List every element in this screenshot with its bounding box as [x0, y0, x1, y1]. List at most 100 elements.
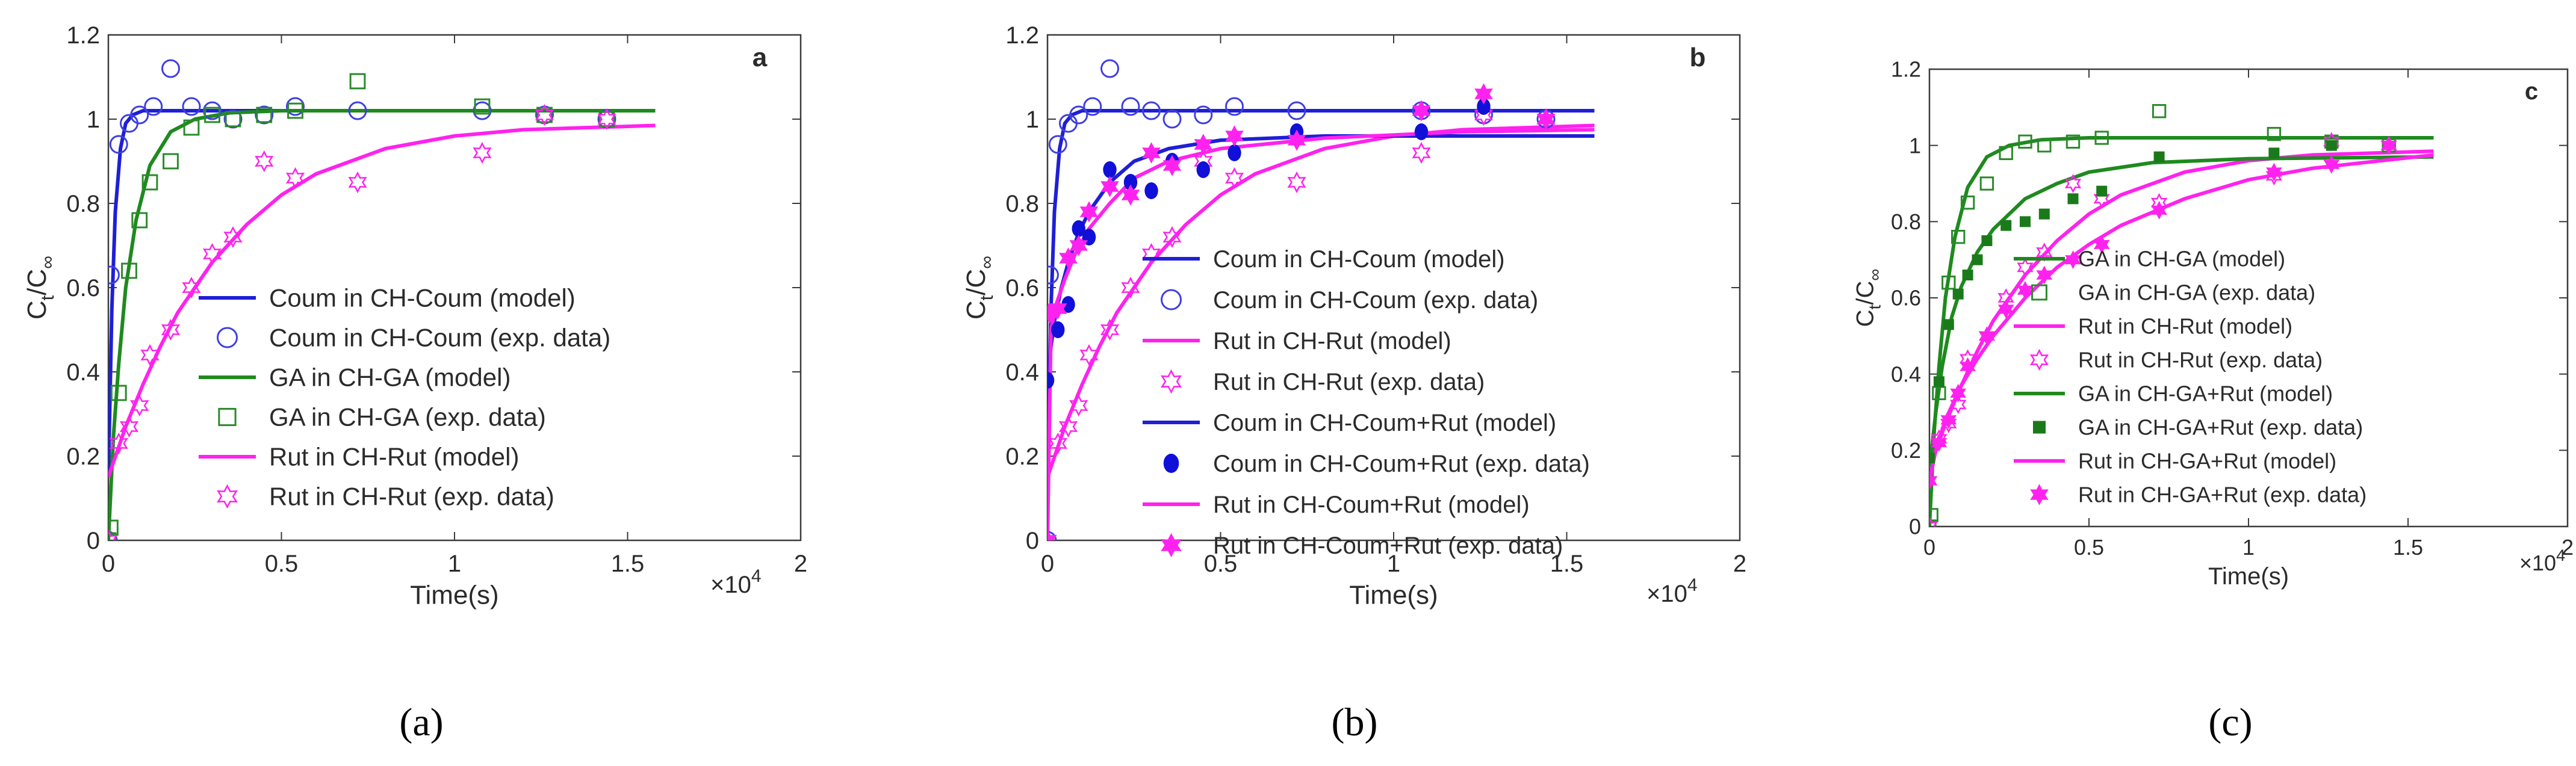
filled-square-marker — [2020, 216, 2031, 227]
star-marker — [597, 108, 616, 131]
star-marker — [2265, 166, 2283, 186]
star-marker — [202, 242, 222, 265]
star-marker — [1929, 517, 1938, 527]
star-marker — [255, 150, 274, 173]
filled-star-marker — [1161, 533, 1182, 557]
star-marker — [119, 415, 139, 438]
plot-area — [1929, 103, 2434, 527]
chart-panel-a: 0 0.2 0.4 0.6 0.8 1 1.2 0 0.5 1 1.5 2 Time(s) ×104 Ct/… — [22, 22, 807, 744]
y-label-c: C — [1852, 309, 1878, 327]
series-markers-3 — [108, 73, 615, 540]
panel-caption: (b) — [1332, 700, 1378, 744]
square-marker — [1999, 146, 2013, 161]
legend: Coum in CH-Coum (model) Coum in CH-Coum (… — [1143, 246, 1590, 559]
x-tick-label: 0 — [1041, 551, 1054, 577]
star-marker — [1224, 167, 1244, 190]
y-tick-label: 0 — [87, 528, 100, 554]
circle-marker — [1047, 265, 1059, 285]
filled-square-marker — [1943, 319, 1954, 330]
dot-marker — [1196, 161, 1210, 178]
dot-marker — [1072, 220, 1085, 237]
filled-star-marker — [2151, 200, 2168, 220]
square-marker — [163, 153, 179, 170]
legend-entry-label: Rut in CH-Rut (model) — [1213, 328, 1451, 354]
panel-label: b — [1690, 43, 1706, 72]
series-markers-5 — [108, 103, 616, 540]
star-marker — [1079, 344, 1099, 366]
filled-star-marker — [2380, 136, 2397, 155]
square-marker — [141, 174, 158, 191]
filled-star-marker — [1412, 100, 1431, 122]
square-marker — [2094, 131, 2109, 145]
y-tick-label: 0.2 — [66, 443, 100, 470]
y-axis-label: Ct/C∞ — [22, 256, 58, 320]
star-marker — [2064, 174, 2082, 193]
legend: GA in CH-GA (model) GA in CH-GA (exp. dat… — [2014, 247, 2367, 507]
star-marker — [223, 226, 243, 249]
square-marker — [183, 119, 200, 136]
y-label-sub-t: t — [1865, 304, 1884, 309]
circle-marker — [144, 97, 163, 116]
circle-marker — [203, 101, 222, 120]
square-marker — [2018, 134, 2032, 149]
plot-frame — [1928, 68, 2569, 528]
y-label-slash: /C — [1852, 281, 1878, 305]
x-multiplier: ×104 — [1646, 575, 1698, 607]
circle-marker — [108, 265, 120, 285]
x-tick-label: 0.5 — [265, 551, 299, 577]
square-marker — [121, 262, 137, 279]
star-marker — [1141, 242, 1161, 265]
x-multiplier-exp: 4 — [1687, 575, 1698, 595]
square-marker — [204, 107, 220, 123]
legend-entry-label: GA in CH-GA+Rut (exp. data) — [2078, 415, 2363, 440]
filled-star-marker — [2036, 265, 2053, 285]
legend-entry-label: GA in CH-GA (exp. data) — [269, 403, 546, 431]
star-marker — [2093, 189, 2110, 209]
x-tick-label: 1 — [2242, 535, 2255, 560]
panel-caption: (c) — [2208, 700, 2252, 744]
y-label-sub-inf: ∞ — [976, 256, 997, 269]
circle-marker — [1162, 110, 1182, 129]
x-multiplier: ×104 — [710, 566, 762, 598]
star-marker — [130, 394, 149, 417]
legend-entry-label: Rut in CH-Coum+Rut (exp. data) — [1213, 533, 1563, 559]
filled-star-marker — [1931, 433, 1948, 452]
dot-marker — [1227, 144, 1241, 161]
legend-entry-label: Rut in CH-Rut (exp. data) — [2078, 348, 2323, 372]
filled-square-marker — [2096, 185, 2108, 197]
filled-star-marker — [2323, 155, 2340, 174]
filled-square-marker — [2038, 208, 2050, 220]
y-tick-label: 0 — [1909, 514, 1921, 539]
filled-square-marker — [1962, 270, 1973, 280]
square-marker — [110, 385, 127, 401]
plot-area — [1047, 59, 1595, 540]
star-marker — [1287, 171, 1306, 194]
filled-star-marker — [2065, 250, 2081, 270]
square-marker — [287, 102, 303, 119]
legend-entry-label: GA in CH-GA (exp. data) — [2078, 280, 2315, 305]
x-tick-label: 1.5 — [1550, 551, 1584, 577]
square-marker — [2031, 284, 2047, 301]
dot-marker — [1414, 123, 1429, 140]
x-tick-label: 1 — [448, 551, 461, 577]
x-tick-label: 2 — [794, 551, 807, 577]
filled-star-marker — [1121, 184, 1140, 206]
y-tick-label: 0.6 — [66, 275, 100, 301]
square-marker — [2152, 103, 2167, 119]
square-marker — [218, 407, 237, 427]
filled-square-marker — [2033, 421, 2046, 434]
x-multiplier-exp: 4 — [2556, 546, 2565, 564]
star-marker — [108, 529, 118, 540]
star-marker — [1949, 395, 1967, 415]
series-line-4 — [108, 123, 656, 478]
panel-label: a — [753, 43, 768, 72]
y-tick-label: 0.4 — [1891, 362, 1921, 386]
x-axis-label: Time(s) — [1349, 581, 1438, 610]
x-multiplier-exp: 4 — [751, 566, 762, 586]
square-marker — [349, 73, 366, 90]
circle-marker — [1083, 97, 1102, 116]
panel-label: c — [2525, 78, 2538, 105]
circle-marker — [223, 110, 243, 129]
y-tick-label: 0.8 — [1005, 191, 1039, 217]
